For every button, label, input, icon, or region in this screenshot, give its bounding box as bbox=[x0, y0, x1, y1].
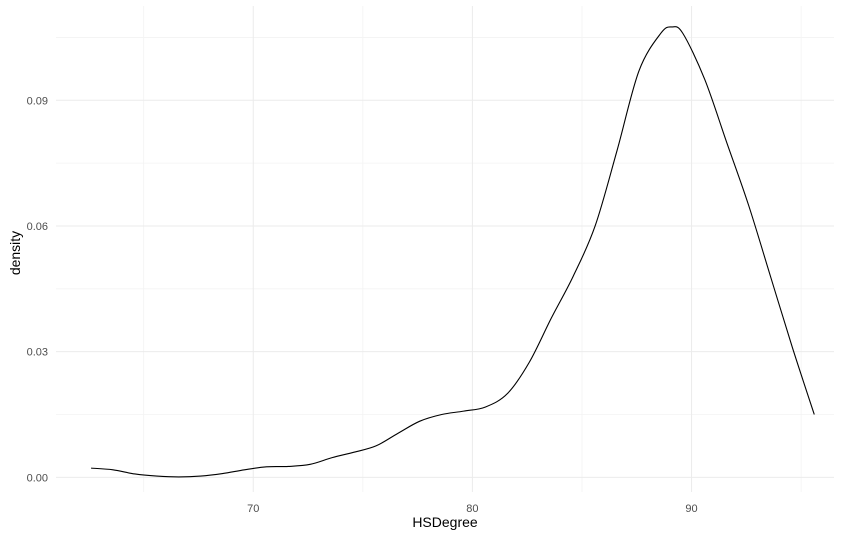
minor-gridlines bbox=[56, 6, 834, 492]
x-tick-label: 90 bbox=[685, 503, 697, 515]
x-axis-title: HSDegree bbox=[412, 514, 478, 530]
y-tick-label: 0.09 bbox=[27, 95, 48, 107]
y-tick-label: 0.03 bbox=[27, 347, 48, 359]
x-tick-label: 70 bbox=[247, 503, 259, 515]
x-tick-label: 80 bbox=[466, 503, 478, 515]
y-axis-ticks: 0.00 0.03 0.06 0.09 bbox=[27, 95, 48, 484]
series-layer bbox=[91, 26, 815, 478]
y-axis-title: density bbox=[7, 231, 23, 275]
x-axis-ticks: 70 80 90 bbox=[247, 503, 698, 515]
y-tick-label: 0.00 bbox=[27, 472, 48, 484]
major-gridlines bbox=[56, 6, 834, 492]
y-tick-label: 0.06 bbox=[27, 221, 48, 233]
density-curve bbox=[91, 26, 815, 478]
